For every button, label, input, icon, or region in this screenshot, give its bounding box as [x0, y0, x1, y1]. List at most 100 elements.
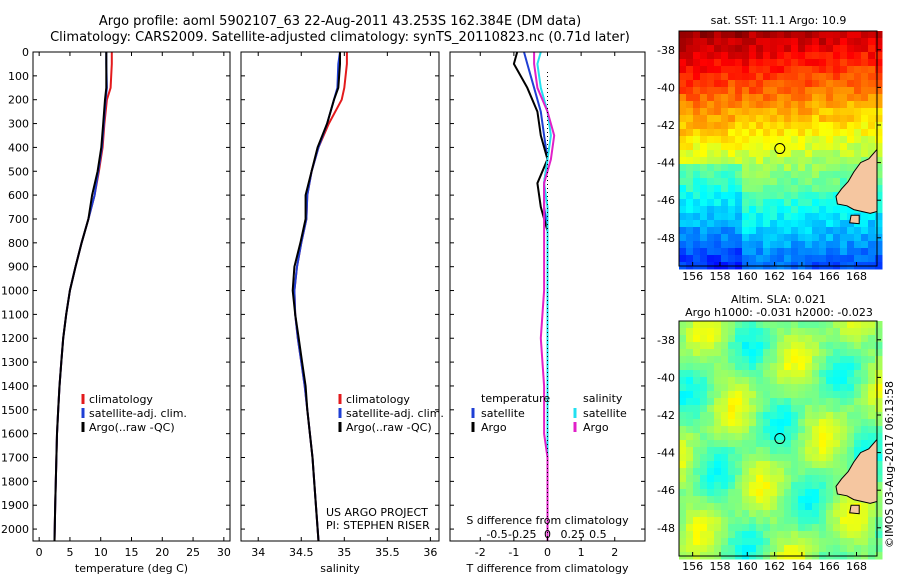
- map-cell: [721, 517, 729, 525]
- map-cell: [826, 94, 834, 102]
- map-cell: [728, 405, 736, 413]
- map-cell: [714, 178, 722, 186]
- map-cell: [791, 115, 799, 123]
- map-cell: [847, 248, 855, 256]
- map-cell: [875, 94, 883, 102]
- map-cell: [714, 241, 722, 249]
- map-cell: [798, 496, 806, 504]
- map-cell: [728, 370, 736, 378]
- y-tick-label: -46: [657, 194, 675, 207]
- map-cell: [735, 475, 743, 483]
- map-cell: [714, 489, 722, 497]
- map-cell: [749, 38, 757, 46]
- map-cell: [770, 220, 778, 228]
- map-cell: [756, 143, 764, 151]
- sla-map-title: Altim. SLA: 0.021: [730, 293, 827, 306]
- map-cell: [777, 248, 785, 256]
- map-cell: [693, 52, 701, 60]
- map-cell: [784, 461, 792, 469]
- map-cell: [826, 496, 834, 504]
- map-cell: [847, 143, 855, 151]
- map-cell: [686, 545, 694, 553]
- map-cell: [756, 185, 764, 193]
- x-tick-label: 164: [791, 560, 812, 573]
- x-tick-label: 166: [819, 270, 840, 283]
- map-cell: [749, 157, 757, 165]
- map-cell: [728, 545, 736, 553]
- map-cell: [826, 129, 834, 137]
- map-cell: [714, 475, 722, 483]
- map-cell: [840, 73, 848, 81]
- map-cell: [854, 391, 862, 399]
- map-cell: [763, 405, 771, 413]
- map-cell: [847, 405, 855, 413]
- map-cell: [833, 80, 841, 88]
- map-cell: [693, 510, 701, 518]
- map-cell: [756, 59, 764, 67]
- map-cell: [798, 199, 806, 207]
- map-cell: [700, 255, 708, 263]
- map-cell: [847, 255, 855, 263]
- map-cell: [742, 468, 750, 476]
- map-cell: [819, 45, 827, 53]
- map-cell: [854, 66, 862, 74]
- map-cell: [861, 115, 869, 123]
- map-cell: [861, 538, 869, 546]
- map-cell: [861, 517, 869, 525]
- map-cell: [686, 321, 694, 329]
- map-cell: [700, 185, 708, 193]
- map-cell: [777, 482, 785, 490]
- map-cell: [693, 461, 701, 469]
- map-cell: [749, 377, 757, 385]
- map-cell: [735, 136, 743, 144]
- map-cell: [805, 391, 813, 399]
- map-cell: [777, 370, 785, 378]
- map-cell: [819, 538, 827, 546]
- map-cell: [805, 384, 813, 392]
- map-cell: [784, 59, 792, 67]
- map-cell: [770, 454, 778, 462]
- map-cell: [840, 545, 848, 553]
- map-cell: [833, 122, 841, 130]
- x-tick-label: -1: [508, 546, 519, 559]
- map-cell: [721, 440, 729, 448]
- map-cell: [847, 52, 855, 60]
- map-cell: [770, 503, 778, 511]
- map-cell: [854, 447, 862, 455]
- map-cell: [798, 136, 806, 144]
- map-cell: [763, 136, 771, 144]
- map-cell: [805, 545, 813, 553]
- map-cell: [840, 115, 848, 123]
- map-cell: [686, 66, 694, 74]
- map-cell: [721, 164, 729, 172]
- map-cell: [875, 447, 883, 455]
- map-cell: [749, 101, 757, 109]
- map-cell: [875, 377, 883, 385]
- map-cell: [798, 419, 806, 427]
- map-cell: [805, 234, 813, 242]
- map-cell: [700, 73, 708, 81]
- map-cell: [763, 115, 771, 123]
- map-cell: [847, 171, 855, 179]
- map-cell: [756, 412, 764, 420]
- map-cell: [679, 377, 687, 385]
- map-cell: [861, 370, 869, 378]
- map-cell: [735, 461, 743, 469]
- map-cell: [861, 377, 869, 385]
- map-cell: [707, 489, 715, 497]
- map-cell: [686, 31, 694, 39]
- map-cell: [819, 545, 827, 553]
- map-cell: [686, 108, 694, 116]
- map-cell: [812, 419, 820, 427]
- map-cell: [798, 73, 806, 81]
- map-cell: [735, 255, 743, 263]
- map-cell: [819, 531, 827, 539]
- map-cell: [721, 206, 729, 214]
- map-cell: [798, 328, 806, 336]
- map-cell: [749, 510, 757, 518]
- map-cell: [735, 545, 743, 553]
- map-cell: [784, 398, 792, 406]
- map-cell: [721, 468, 729, 476]
- map-cell: [784, 241, 792, 249]
- sla-map-panel: 156 158 160 162 164 166 168-38-40-42-44-46-48: [657, 320, 883, 573]
